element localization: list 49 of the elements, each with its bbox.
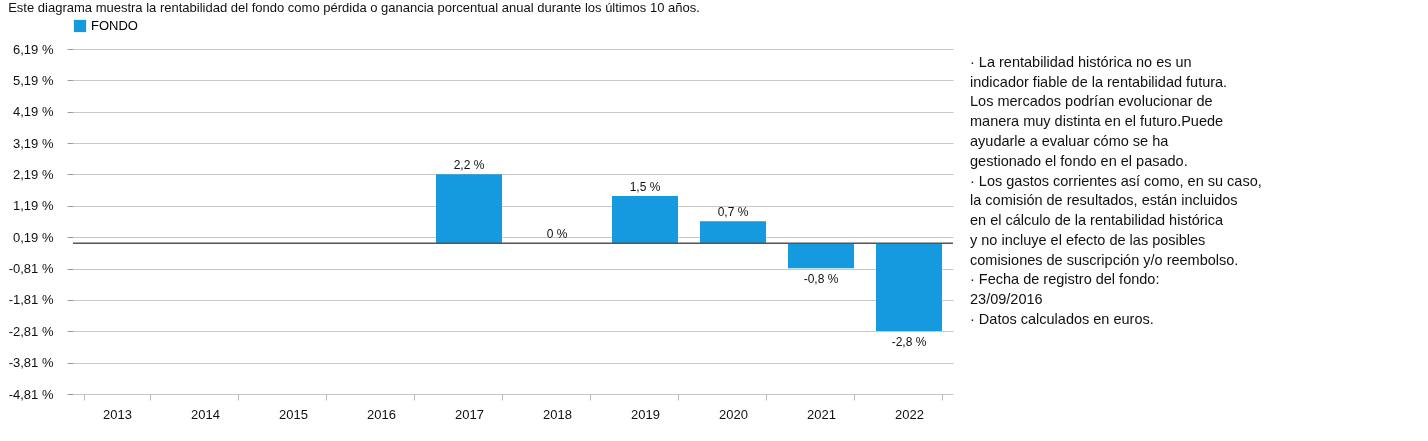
- text: Los mercados podrían evolucionar de: [970, 93, 1213, 110]
- x-tick-label: 2014: [191, 406, 220, 422]
- text: · Fecha de registro del fondo:: [970, 271, 1160, 288]
- y-tick-label: 3,19 %: [13, 135, 54, 151]
- y-tick-label: -2,81 %: [8, 323, 54, 339]
- data-label: 1,5 %: [629, 180, 661, 195]
- y-tick-label: 4,19 %: [13, 104, 54, 120]
- x-tick-label: 2022: [895, 406, 924, 422]
- text: la comisión de resultados, están incluidos: [970, 192, 1238, 209]
- y-tick-label: -0,81 %: [8, 261, 54, 277]
- y-tick-label: -3,81 %: [8, 355, 54, 371]
- y-tick-label: 1,19 %: [13, 198, 54, 214]
- x-tick-label: 2017: [455, 406, 484, 422]
- legend-label: FONDO: [91, 18, 138, 33]
- y-tick-label: -4,81 %: [8, 386, 54, 402]
- data-label: 0,7 %: [717, 205, 749, 220]
- data-label: 0 %: [546, 227, 568, 242]
- text: · Los gastos corrientes así como, en su caso,: [970, 172, 1262, 189]
- text: en el cálculo de la rentabilidad histórica: [970, 212, 1225, 229]
- text: y no incluye el efecto de las posibles: [970, 231, 1206, 248]
- y-tick-label: 2,19 %: [13, 166, 54, 182]
- x-tick-label: 2015: [279, 406, 308, 422]
- text: ayudarle a evaluar cómo se ha: [970, 133, 1170, 149]
- x-tick-label: 2018: [543, 406, 572, 422]
- chart-title: Este diagrama muestra la rentabilidad del fondo como pérdida o ganancia porcentual anual durante los últimos 10 años.: [8, 0, 700, 15]
- y-tick-label: -1,81 %: [8, 292, 54, 308]
- x-tick-label: 2021: [807, 406, 836, 422]
- text: gestionado el fondo en el pasado.: [970, 152, 1188, 169]
- bar: [612, 196, 678, 244]
- text: 23/09/2016: [970, 291, 1043, 308]
- bar: [788, 243, 854, 269]
- text: manera muy distinta en el futuro.Puede: [970, 113, 1224, 130]
- text: comisiones de suscripción y/o reembolso.: [970, 251, 1239, 268]
- data-label: 2,2 %: [453, 158, 485, 173]
- y-tick-label: 0,19 %: [13, 229, 54, 245]
- data-label: -0,8 %: [803, 272, 839, 287]
- bar: [876, 243, 942, 331]
- bar: [436, 174, 502, 244]
- text: · La rentabilidad histórica no es un: [970, 53, 1192, 70]
- x-tick-label: 2020: [719, 406, 748, 422]
- y-tick-label: 5,19 %: [13, 72, 54, 88]
- bar: [700, 221, 766, 244]
- x-tick-label: 2016: [367, 406, 396, 422]
- text: indicador fiable de la rentabilidad futura.: [970, 73, 1228, 90]
- x-tick-label: 2019: [631, 406, 660, 422]
- text: · Datos calculados en euros.: [970, 311, 1154, 328]
- y-tick-label: 6,19 %: [13, 41, 54, 57]
- x-tick-label: 2013: [103, 406, 132, 422]
- data-label: -2,8 %: [891, 334, 927, 349]
